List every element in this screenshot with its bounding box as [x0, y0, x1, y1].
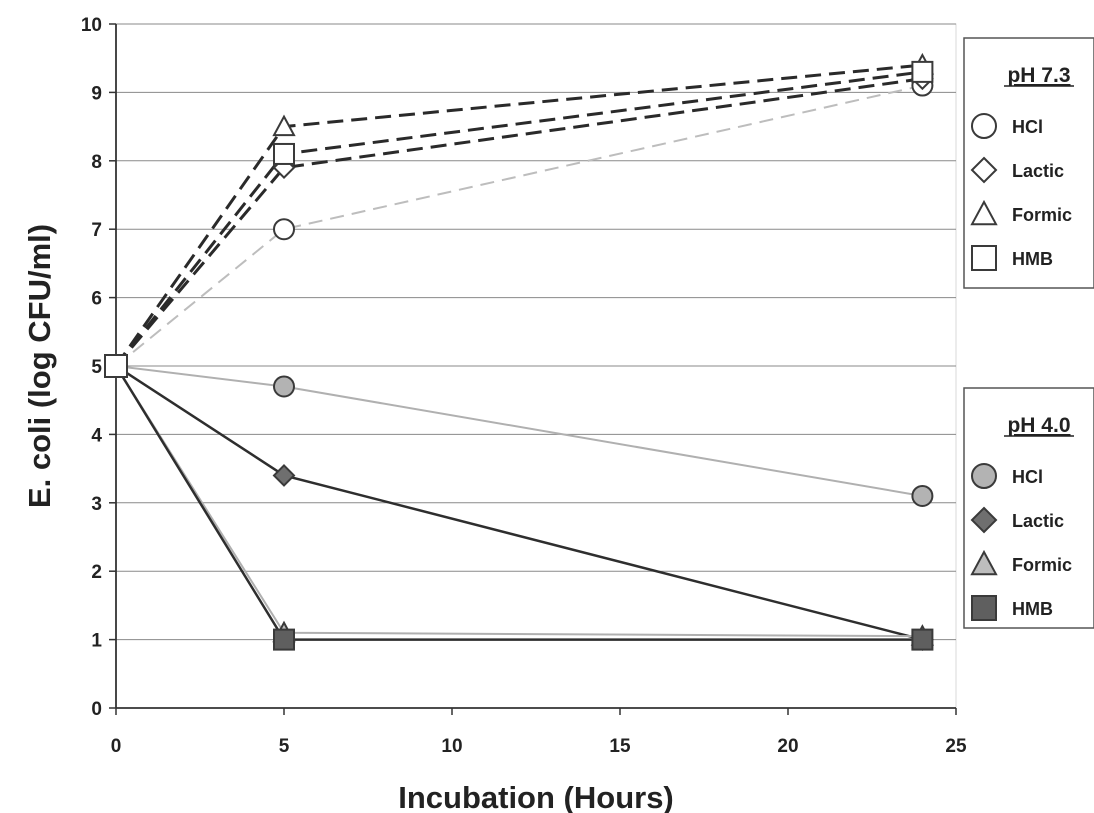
y-tick-label: 8: [91, 152, 102, 173]
axes: [109, 23, 957, 715]
legend-title: pH 7.3: [1007, 64, 1070, 87]
legend-marker-lactic: [970, 156, 998, 184]
legend-ph40: pH 4.0 HCl Lactic Formic HMB: [963, 387, 1094, 629]
x-tick-label: 25: [945, 736, 967, 757]
legend-marker-formic: [970, 549, 998, 576]
x-tick-label: 15: [609, 736, 631, 757]
series-line-phpH40-hcl: [115, 365, 923, 497]
legend-label-hmb: HMB: [1012, 599, 1053, 619]
legend-label-hcl: HCl: [1012, 467, 1043, 487]
y-axis-title: E. coli (log CFU/ml): [22, 224, 57, 508]
series-line-phpH73-lactic: [114, 77, 923, 367]
legend-title: pH 4.0: [1007, 414, 1070, 437]
legend-label-hmb: HMB: [1012, 249, 1053, 269]
data-point-phpH73-hmb: [911, 60, 934, 83]
x-axis-title: Incubation (Hours): [398, 780, 674, 813]
x-tick-label: 10: [441, 736, 462, 757]
legend-ph73: pH 7.3 HCl Lactic Formic HMB: [963, 37, 1094, 289]
legend-marker-hcl: [971, 113, 997, 139]
x-tick-label: 5: [279, 736, 290, 757]
x-tick-label: 20: [777, 736, 798, 757]
series-line-phpH40-formic: [115, 365, 923, 638]
legend-label-formic: Formic: [1012, 205, 1072, 225]
y-tick-label: 0: [91, 699, 102, 720]
data-point-phpH73-formic: [272, 114, 296, 137]
data-point-phpH40-hmb: [911, 628, 934, 651]
series-line-phpH73-hcl: [115, 84, 923, 367]
legend-marker-lactic: [970, 506, 998, 534]
y-tick-label: 4: [91, 425, 102, 446]
legend-label-lactic: Lactic: [1012, 161, 1064, 181]
series-markers: [104, 52, 935, 652]
data-point-phpH73-hmb: [273, 142, 295, 165]
legend-label-hcl: HCl: [1012, 117, 1043, 137]
series-lines: [114, 63, 923, 641]
data-point-phpH40-lactic: [272, 464, 296, 487]
y-tick-label: 3: [91, 494, 102, 515]
y-tick-label: 5: [91, 357, 102, 378]
legend-box: [963, 387, 1094, 629]
y-tick-label: 1: [91, 631, 102, 652]
data-point-phpH40-hcl: [911, 484, 934, 507]
y-tick-label: 9: [91, 83, 102, 104]
legend-marker-hmb: [971, 595, 997, 621]
legend-marker-hmb: [971, 245, 997, 271]
legend-marker-formic: [970, 199, 998, 226]
data-point-phpH73-hcl: [273, 218, 295, 241]
legend-label-lactic: Lactic: [1012, 511, 1064, 531]
y-tick-label: 6: [91, 289, 102, 310]
x-tick-label: 0: [111, 736, 122, 757]
legend-label-formic: Formic: [1012, 555, 1072, 575]
tick-labels: 0 1 2 3 4 5 6 7 8 9 10 0 5 10 15 20 25: [81, 15, 967, 757]
data-point-phpH40-hcl: [273, 375, 295, 398]
y-tick-label: 10: [81, 15, 102, 36]
data-point-phpH40-hmb: [273, 628, 295, 651]
y-tick-label: 7: [91, 220, 102, 241]
series-line-phpH73-hmb: [114, 70, 923, 367]
y-tick-label: 2: [91, 562, 102, 583]
legend-marker-hcl: [971, 463, 997, 489]
gridlines: [115, 23, 957, 709]
data-point-start: [104, 354, 128, 378]
legends: pH 7.3 HCl Lactic Formic HMB pH 4.0 HCl Lactic F…: [963, 37, 1094, 629]
